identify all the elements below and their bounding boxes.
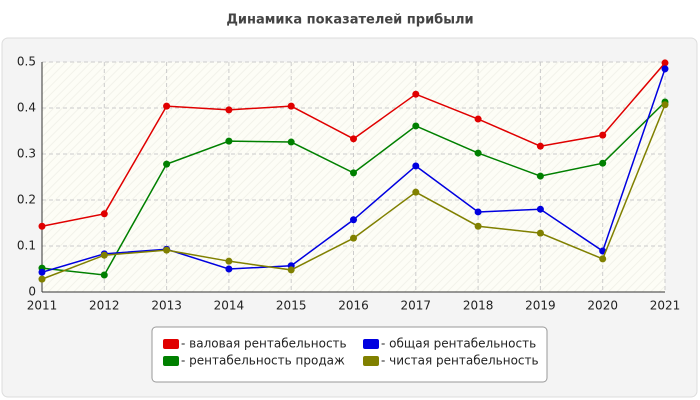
y-tick-label: 0.1 [17, 239, 36, 253]
point [100, 210, 108, 218]
legend [151, 326, 548, 383]
point [661, 101, 669, 109]
point [163, 102, 171, 110]
point [225, 137, 233, 145]
point [474, 222, 482, 230]
point [661, 59, 669, 67]
legend-swatch [163, 339, 179, 349]
point [163, 246, 171, 254]
y-tick-label: 0 [28, 285, 36, 299]
x-tick-label: 2021 [650, 299, 681, 313]
point [412, 122, 420, 130]
x-tick-label: 2013 [151, 299, 182, 313]
x-tick-label: 2018 [463, 299, 494, 313]
point [350, 169, 357, 177]
x-tick-label: 2014 [214, 299, 245, 313]
legend-swatch [363, 339, 379, 349]
point [412, 90, 420, 98]
point [163, 160, 171, 168]
x-tick-label: 2015 [276, 299, 307, 313]
point [661, 65, 669, 73]
y-tick-label: 0.4 [17, 101, 36, 115]
x-tick-label: 2012 [89, 299, 120, 313]
x-tick-label: 2019 [525, 299, 556, 313]
point [225, 257, 233, 265]
point [287, 138, 295, 146]
y-tick-label: 0.5 [17, 55, 36, 69]
point [599, 131, 607, 139]
point [536, 205, 544, 213]
legend-label: - общая рентабельность [381, 337, 536, 351]
point [474, 149, 482, 157]
point [536, 142, 544, 150]
point [536, 172, 544, 180]
point [350, 234, 357, 242]
point [100, 251, 108, 259]
point [100, 271, 108, 279]
point [287, 102, 295, 110]
point [225, 265, 233, 273]
legend-label: - чистая рентабельность [381, 354, 539, 368]
legend-swatch [363, 356, 379, 366]
legend-label: - валовая рентабельность [181, 337, 347, 351]
x-tick-label: 2020 [587, 299, 618, 313]
x-tick-label: 2017 [401, 299, 432, 313]
point [350, 216, 357, 224]
point [474, 208, 482, 216]
chart-title: Динамика показателей прибыли [226, 13, 473, 28]
point [38, 268, 46, 276]
point [599, 159, 607, 167]
x-tick-label: 2016 [338, 299, 369, 313]
point [536, 229, 544, 237]
point [38, 275, 46, 283]
point [287, 266, 295, 274]
y-tick-label: 0.3 [17, 147, 36, 161]
legend-label: - рентабельность продаж [181, 354, 345, 368]
legend-swatch [163, 356, 179, 366]
y-tick-label: 0.2 [17, 193, 36, 207]
point [412, 188, 420, 196]
point [225, 106, 233, 114]
point [412, 162, 420, 170]
x-tick-label: 2011 [27, 299, 58, 313]
point [350, 135, 357, 143]
point [599, 255, 607, 263]
point [474, 115, 482, 123]
point [38, 222, 46, 230]
